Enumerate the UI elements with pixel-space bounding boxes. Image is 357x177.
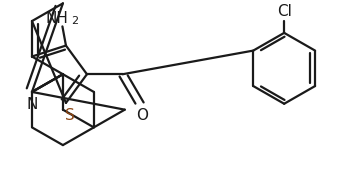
Text: N: N <box>26 97 37 112</box>
Text: 2: 2 <box>71 16 79 26</box>
Text: S: S <box>65 108 74 123</box>
Text: NH: NH <box>46 11 69 26</box>
Text: O: O <box>136 108 148 123</box>
Text: Cl: Cl <box>277 4 292 19</box>
